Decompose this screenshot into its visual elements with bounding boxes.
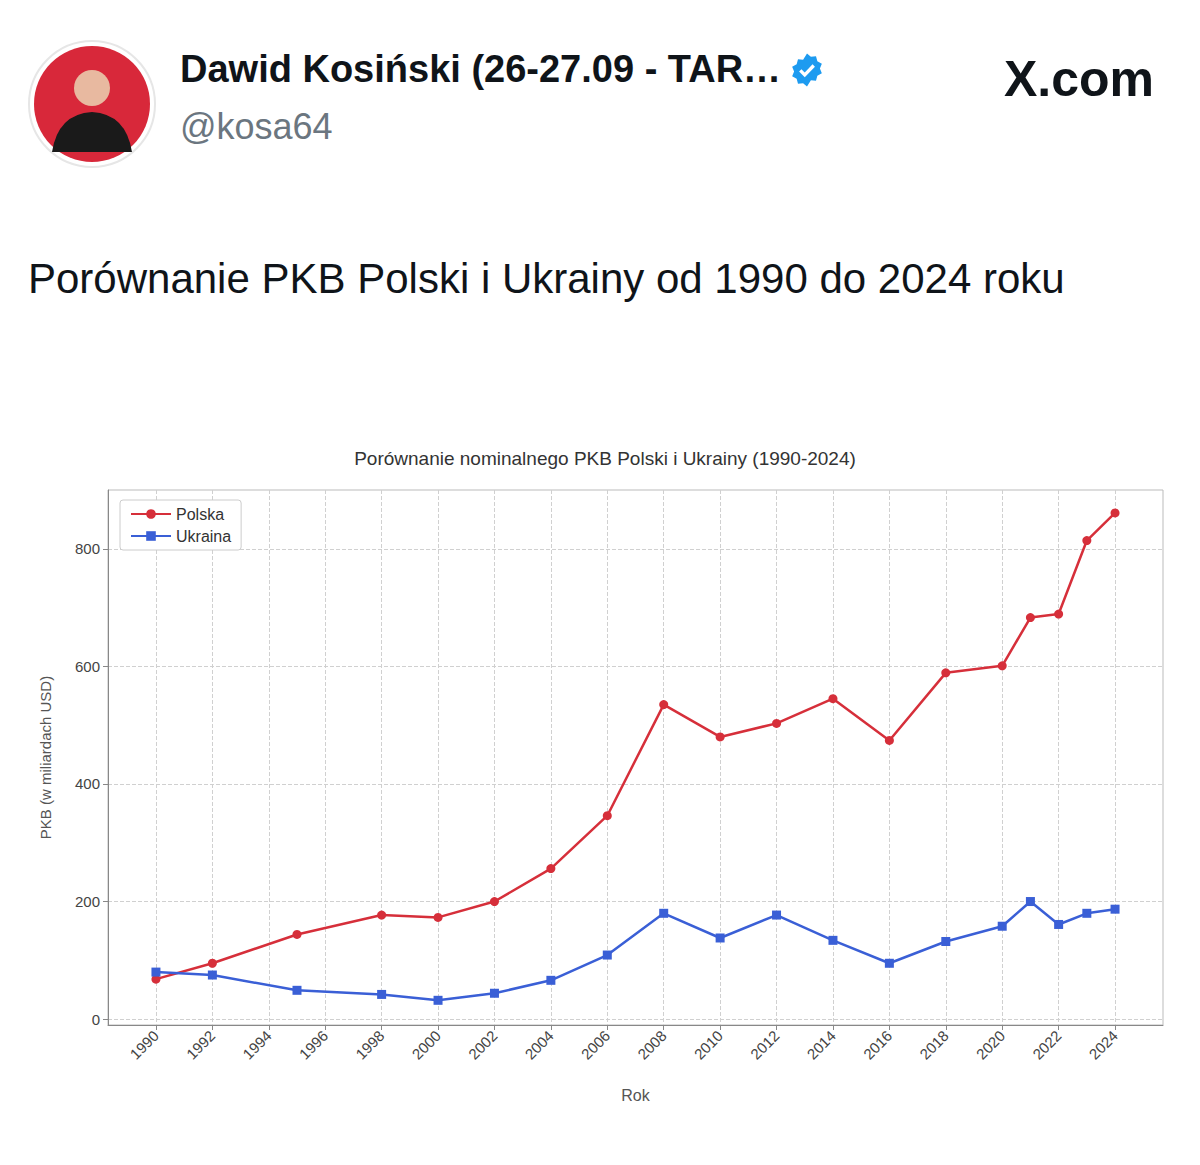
svg-text:2004: 2004 [521,1027,557,1063]
svg-text:1996: 1996 [296,1027,332,1063]
svg-text:2022: 2022 [1029,1027,1065,1063]
html-text:Dawid Kosiński (26-27.09 - TAR: Dawid Kosiński (26-27.09 - TAR… [180,48,782,90]
svg-text:0: 0 [92,1011,100,1028]
svg-text:2016: 2016 [860,1027,896,1063]
svg-text:2020: 2020 [973,1027,1009,1063]
svg-text:2018: 2018 [916,1027,952,1063]
svg-text:2002: 2002 [465,1027,501,1063]
svg-text:PKB (w miliardach USD): PKB (w miliardach USD) [37,676,54,839]
svg-text:2024: 2024 [1085,1027,1121,1063]
html-text:X.com: X.com [1003,51,1154,107]
svg-text:Porównanie nominalnego PKB Pol: Porównanie nominalnego PKB Polski i Ukra… [354,448,856,469]
svg-text:1998: 1998 [352,1027,388,1063]
svg-text:200: 200 [75,893,100,910]
svg-text:1994: 1994 [239,1027,275,1063]
svg-text:1992: 1992 [183,1027,219,1063]
svg-text:1990: 1990 [126,1027,162,1063]
svg-text:600: 600 [75,658,100,675]
svg-text:800: 800 [75,540,100,557]
svg-text:2010: 2010 [691,1027,727,1063]
html-text:Porównanie PKB Polski i Ukrain: Porównanie PKB Polski i Ukrainy od 1990 … [28,255,1065,302]
svg-text:2012: 2012 [747,1027,783,1063]
svg-text:2008: 2008 [634,1027,670,1063]
svg-text:Rok: Rok [621,1087,650,1104]
svg-text:2000: 2000 [408,1027,444,1063]
svg-text:Polska: Polska [176,506,224,523]
svg-text:2014: 2014 [803,1027,839,1063]
svg-text:Ukraina: Ukraina [176,528,231,545]
svg-text:2006: 2006 [578,1027,614,1063]
svg-text:400: 400 [75,775,100,792]
html-text:@kosa64: @kosa64 [180,106,333,147]
